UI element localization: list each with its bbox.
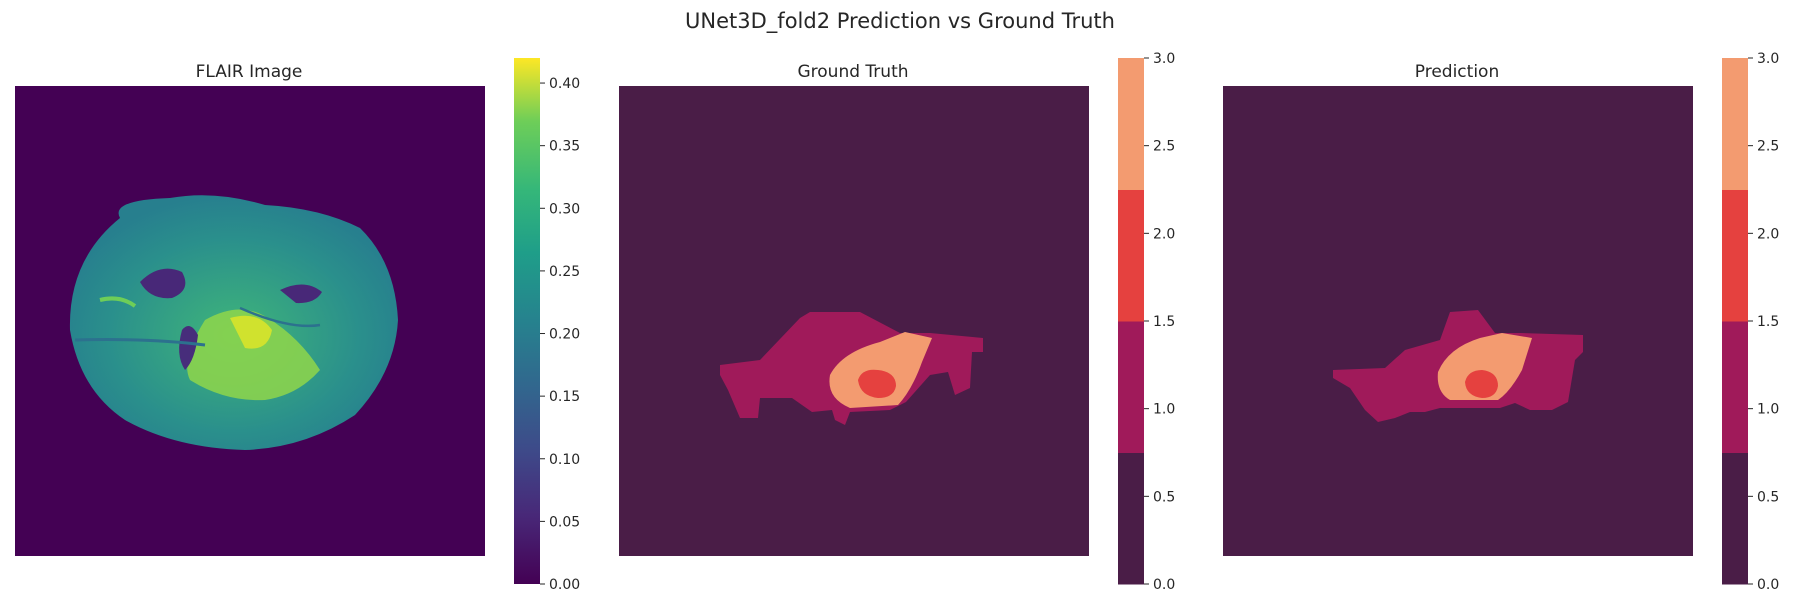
colorbar-flair-tick-label: 0.20 bbox=[549, 327, 580, 343]
colorbar-pred-tick-label: 1.0 bbox=[1757, 402, 1779, 418]
colorbar-gt-tick-label: 3.0 bbox=[1153, 51, 1175, 67]
colorbar-pred-band-class-2 bbox=[1722, 189, 1748, 322]
colorbar-gt-tick-label: 1.0 bbox=[1153, 402, 1175, 418]
colorbar-gt-band-class-3 bbox=[1118, 58, 1144, 190]
colorbar-gt-band-class-1 bbox=[1118, 321, 1144, 453]
colorbar-pred-tick-label: 3.0 bbox=[1757, 51, 1779, 67]
colorbar-flair-tick-label: 0.40 bbox=[549, 76, 580, 92]
flair-brain-slice bbox=[69, 195, 398, 450]
colorbar-pred-band-class-1 bbox=[1722, 321, 1748, 453]
colorbar-gt-band-class-2 bbox=[1118, 189, 1144, 322]
colorbar-flair-tick-label: 0.35 bbox=[549, 139, 580, 155]
gt-class-3-region bbox=[829, 332, 932, 408]
colorbar-flair-tick-label: 0.05 bbox=[549, 514, 580, 530]
colorbar-flair-tick-label: 0.25 bbox=[549, 264, 580, 280]
colorbar-flair-tick-label: 0.15 bbox=[549, 389, 580, 405]
colorbar-flair-tick-label: 0.30 bbox=[549, 201, 580, 217]
colorbar-gt-tick-label: 1.5 bbox=[1153, 314, 1175, 330]
colorbar-gt-tick-label: 2.5 bbox=[1153, 139, 1175, 155]
gt-class-2-region bbox=[858, 369, 896, 398]
colorbar-gt-tick-label: 0.0 bbox=[1153, 577, 1175, 593]
colorbar-pred-band-class-0 bbox=[1722, 452, 1748, 585]
panel-title-flair: FLAIR Image bbox=[196, 62, 303, 82]
colorbar-flair-tick-label: 0.00 bbox=[549, 577, 580, 593]
panel-ground-truth: Ground Truth bbox=[619, 62, 1089, 556]
colorbar-ground-truth: 0.0 0.5 1.0 1.5 2.0 2.5 3.0 bbox=[1118, 51, 1175, 593]
panel-flair: FLAIR Image bbox=[15, 62, 485, 556]
prediction-mask bbox=[1333, 310, 1583, 422]
colorbar-flair: 0.00 0.05 0.10 0.15 0.20 0.25 0.30 0.35 0.40 bbox=[514, 58, 580, 593]
colorbar-pred-tick-label: 0.0 bbox=[1757, 577, 1779, 593]
colorbar-gt-tick-label: 2.0 bbox=[1153, 226, 1175, 242]
colorbar-flair-tick-label: 0.10 bbox=[549, 452, 580, 468]
panel-title-prediction: Prediction bbox=[1415, 62, 1499, 82]
pred-class-2-region bbox=[1465, 370, 1498, 398]
colorbar-flair-gradient bbox=[514, 58, 540, 584]
colorbar-prediction: 0.0 0.5 1.0 1.5 2.0 2.5 3.0 bbox=[1722, 51, 1779, 593]
ground-truth-mask bbox=[720, 312, 983, 425]
pred-class-3-region bbox=[1437, 333, 1532, 400]
figure-title: UNet3D_fold2 Prediction vs Ground Truth bbox=[685, 9, 1115, 34]
colorbar-pred-tick-label: 1.5 bbox=[1757, 314, 1779, 330]
panel-prediction: Prediction bbox=[1223, 62, 1693, 556]
colorbar-pred-tick-label: 2.5 bbox=[1757, 139, 1779, 155]
colorbar-gt-tick-label: 0.5 bbox=[1153, 489, 1175, 505]
colorbar-pred-band-class-3 bbox=[1722, 58, 1748, 190]
colorbar-gt-band-class-0 bbox=[1118, 452, 1144, 585]
colorbar-pred-tick-label: 2.0 bbox=[1757, 226, 1779, 242]
colorbar-pred-tick-label: 0.5 bbox=[1757, 489, 1779, 505]
panel-title-ground-truth: Ground Truth bbox=[797, 62, 908, 82]
